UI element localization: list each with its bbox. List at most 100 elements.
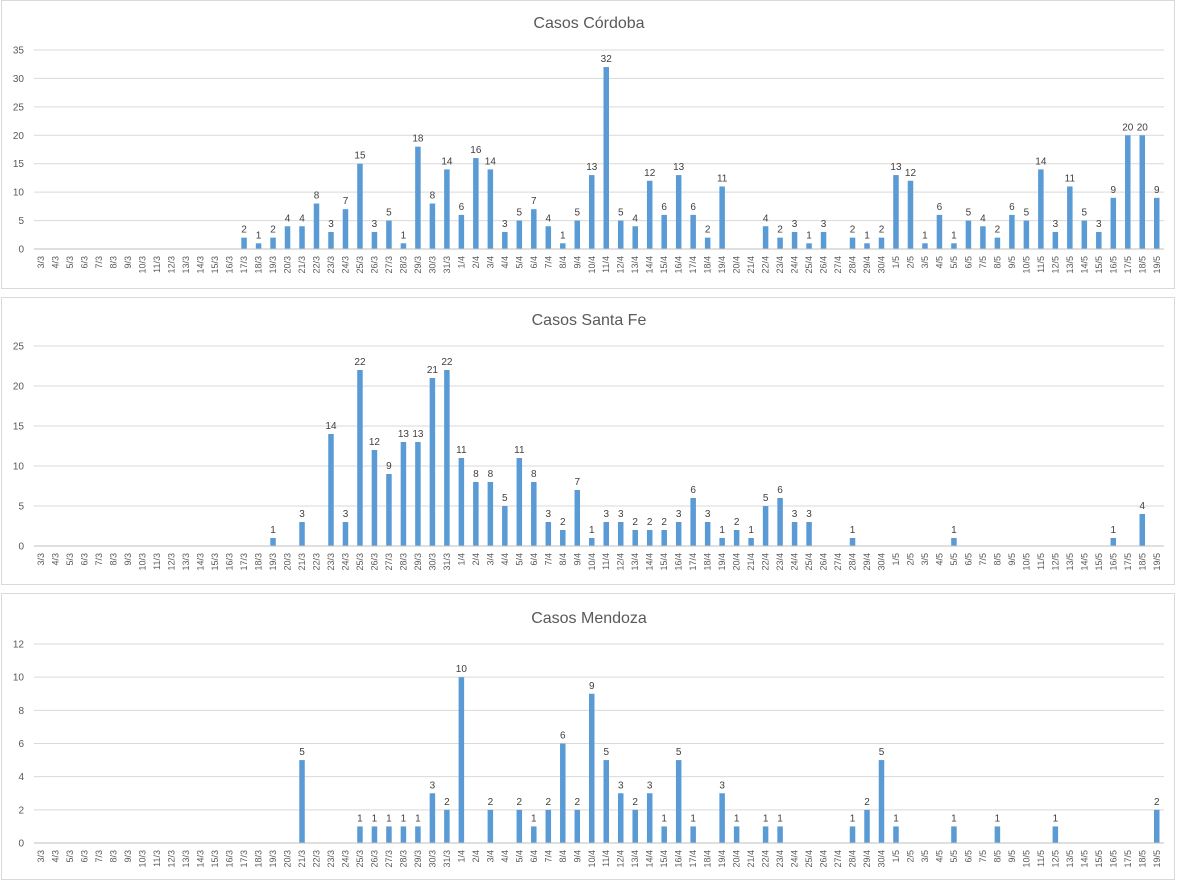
x-tick-label: 17/3 [239, 850, 249, 868]
x-tick-label: 6/3 [80, 553, 90, 566]
data-label: 11 [717, 173, 728, 184]
bar [531, 209, 537, 249]
bar [777, 498, 783, 546]
data-label: 1 [1111, 525, 1117, 536]
x-tick-label: 2/5 [905, 553, 915, 566]
data-label: 12 [905, 168, 917, 179]
x-tick-label: 14/3 [196, 256, 206, 274]
data-label: 1 [661, 813, 667, 824]
x-tick-label: 12/3 [167, 256, 177, 274]
bar [820, 231, 827, 249]
bar [270, 237, 276, 249]
x-tick-label: 10/4 [587, 850, 597, 868]
data-label: 1 [372, 813, 378, 824]
x-tick-label: 10/5 [1021, 553, 1031, 571]
x-tick-label: 20/3 [283, 553, 293, 571]
bar [704, 522, 711, 546]
bar [748, 538, 754, 546]
bar [328, 434, 334, 546]
data-label: 2 [995, 225, 1001, 236]
x-tick-label: 11/3 [152, 850, 162, 867]
x-tick-label: 10/4 [587, 553, 597, 571]
x-tick-label: 30/4 [877, 850, 887, 868]
y-tick-label: 0 [18, 839, 24, 850]
x-tick-label: 24/3 [340, 256, 350, 274]
x-tick-label: 13/3 [181, 850, 191, 868]
bar [864, 809, 870, 843]
data-label: 11 [514, 445, 525, 456]
x-tick-label: 19/3 [268, 850, 278, 868]
x-tick-label: 1/5 [891, 553, 901, 566]
data-label: 22 [354, 357, 366, 368]
data-label: 1 [951, 813, 957, 824]
x-tick-label: 1/4 [456, 850, 466, 863]
bar [444, 809, 450, 843]
bar [545, 809, 552, 843]
data-label: 5 [517, 208, 523, 219]
bar [777, 826, 783, 843]
x-tick-label: 13/4 [630, 553, 640, 571]
x-tick-label: 29/4 [862, 553, 872, 571]
x-tick-label: 17/4 [688, 553, 698, 571]
x-tick-label: 24/4 [790, 850, 800, 868]
data-label: 20 [1122, 122, 1134, 133]
bar [632, 226, 638, 249]
data-label: 9 [1154, 185, 1160, 196]
x-tick-label: 1/4 [456, 553, 466, 566]
x-tick-label: 27/4 [833, 256, 843, 274]
bar [864, 243, 870, 249]
bar [473, 482, 479, 546]
y-tick-label: 20 [13, 382, 25, 393]
x-tick-label: 25/3 [355, 850, 365, 868]
bar [951, 538, 957, 546]
data-label: 11 [1065, 173, 1076, 184]
x-tick-label: 30/4 [877, 553, 887, 571]
data-label: 1 [719, 525, 725, 536]
bar [313, 203, 320, 249]
bar [617, 793, 624, 843]
x-tick-label: 3/5 [920, 850, 930, 863]
x-tick-label: 28/4 [848, 850, 858, 868]
x-tick-label: 27/3 [384, 553, 394, 571]
bar [1009, 214, 1015, 249]
bar [719, 538, 725, 546]
data-label: 14 [441, 156, 453, 167]
x-tick-label: 22/4 [761, 553, 771, 571]
data-label: 10 [456, 664, 468, 675]
data-label: 9 [386, 461, 392, 472]
x-tick-label: 10/3 [138, 850, 148, 868]
bar [878, 760, 885, 843]
bar [675, 760, 682, 843]
data-label: 3 [719, 780, 725, 791]
y-tick-label: 25 [13, 342, 25, 353]
bar [1038, 169, 1044, 249]
x-tick-label: 16/5 [1108, 553, 1118, 571]
x-tick-label: 24/3 [340, 850, 350, 868]
x-tick-label: 3/3 [36, 553, 46, 566]
data-label: 6 [560, 731, 566, 742]
bar [646, 180, 653, 249]
x-tick-label: 9/3 [123, 850, 133, 863]
bar [994, 826, 1001, 843]
bar [849, 826, 856, 843]
x-tick-label: 18/5 [1137, 553, 1147, 571]
bar [516, 220, 523, 249]
x-tick-label: 7/3 [94, 553, 104, 566]
bar [531, 482, 537, 546]
data-label: 2 [734, 517, 740, 528]
x-tick-label: 14/3 [196, 553, 206, 571]
data-label: 13 [890, 162, 902, 173]
x-tick-label: 7/4 [543, 850, 553, 863]
bar [951, 243, 957, 249]
bar [893, 175, 899, 249]
x-tick-label: 26/3 [369, 256, 379, 274]
bar [429, 203, 436, 249]
data-label: 3 [372, 219, 378, 230]
bar [1139, 514, 1146, 546]
data-label: 1 [951, 525, 957, 536]
bar [1154, 197, 1160, 249]
bar [502, 231, 508, 249]
x-tick-label: 9/5 [1007, 553, 1017, 566]
x-tick-label: 20/3 [283, 850, 293, 868]
x-tick-label: 5/3 [65, 256, 75, 269]
